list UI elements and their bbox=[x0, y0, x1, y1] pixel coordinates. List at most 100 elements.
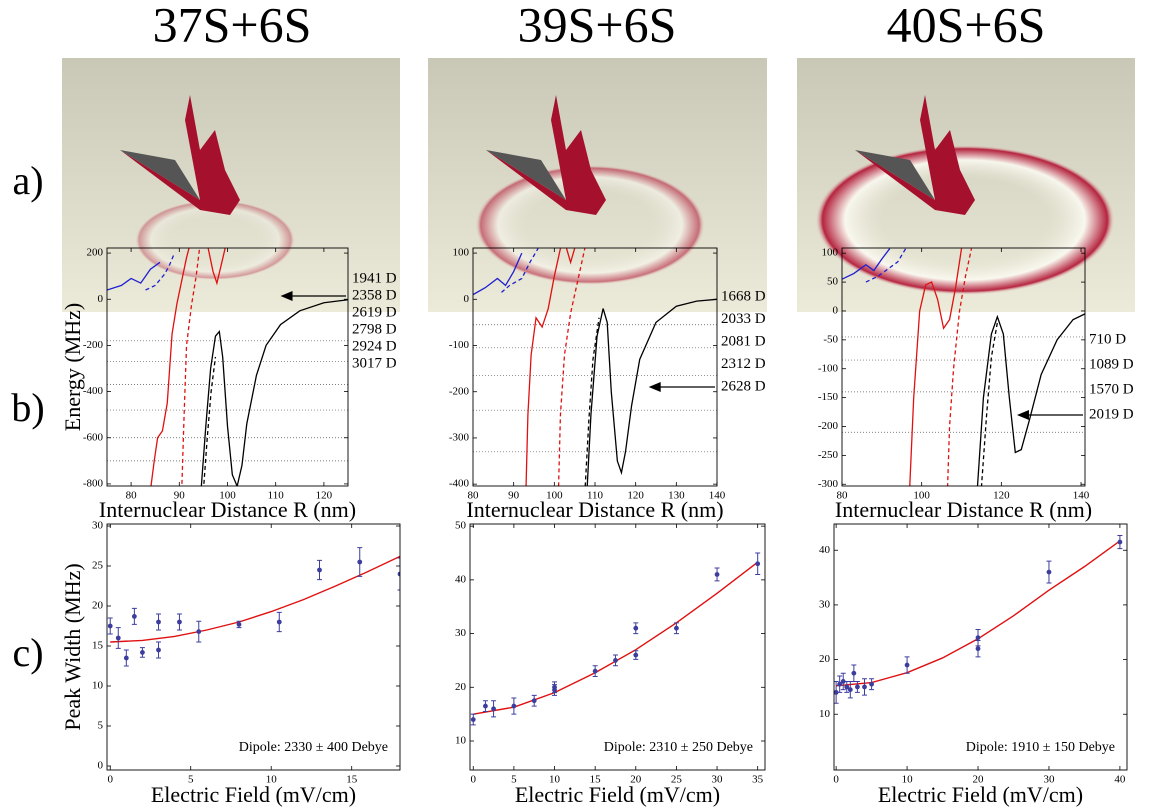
plot-frame bbox=[841, 247, 1086, 487]
y-tick-label: 0 bbox=[98, 293, 104, 305]
error-bar bbox=[397, 557, 400, 591]
data-point bbox=[714, 572, 720, 577]
plot-frame bbox=[472, 247, 718, 487]
data-point bbox=[131, 614, 137, 619]
y-tick-label: 20 bbox=[92, 600, 104, 612]
data-point bbox=[140, 650, 145, 655]
y-tick-label: -200 bbox=[818, 420, 839, 432]
data-point bbox=[196, 629, 202, 634]
level-label: 3017 D bbox=[352, 355, 397, 371]
x-tick-label: 30 bbox=[1043, 774, 1055, 786]
data-point bbox=[633, 652, 639, 658]
x-tick-label: 0 bbox=[471, 774, 477, 786]
render-panel bbox=[428, 58, 767, 312]
level-label: 2081 D bbox=[721, 333, 766, 349]
annotation: Dipole: 2310 ± 250 Debye bbox=[604, 740, 753, 755]
y-tick-label: -400 bbox=[449, 478, 470, 490]
level-label: 2619 D bbox=[352, 304, 397, 320]
level-label: 2924 D bbox=[352, 338, 397, 354]
x-axis-label: Electric Field (mV/cm) bbox=[878, 782, 1083, 807]
x-tick-label: 15 bbox=[346, 774, 358, 786]
potential-curve bbox=[200, 299, 348, 486]
x-tick-label: 0 bbox=[833, 774, 839, 786]
potential-curve bbox=[145, 252, 176, 291]
potential-curve bbox=[150, 248, 226, 486]
row-label: a) bbox=[12, 158, 43, 203]
potential-curve bbox=[557, 248, 586, 486]
data-point bbox=[904, 662, 910, 668]
x-axis-label: Electric Field (mV/cm) bbox=[515, 782, 720, 807]
level-label: 1668 D bbox=[721, 288, 766, 304]
y-tick-label: 15 bbox=[92, 640, 104, 652]
level-label: 710 D bbox=[1089, 331, 1126, 347]
fit-line bbox=[110, 555, 400, 643]
x-tick-label: 10 bbox=[266, 774, 278, 786]
arrow-head bbox=[648, 382, 661, 392]
x-tick-label: 100 bbox=[546, 490, 563, 502]
y-tick-label: 0 bbox=[464, 293, 470, 305]
arrow-head bbox=[1016, 410, 1029, 420]
data-point bbox=[975, 635, 981, 641]
x-tick-label: 110 bbox=[587, 490, 604, 502]
x-tick-label: 100 bbox=[913, 490, 930, 502]
y-tick-label: 0 bbox=[98, 760, 104, 772]
data-point bbox=[491, 706, 496, 712]
data-point bbox=[862, 684, 867, 690]
render-panel bbox=[62, 58, 400, 312]
fit-line bbox=[473, 561, 759, 715]
y-tick-label: -400 bbox=[83, 385, 104, 397]
data-point bbox=[276, 619, 282, 625]
data-point bbox=[115, 635, 121, 641]
y-tick-label: 40 bbox=[455, 573, 467, 585]
x-tick-label: 25 bbox=[671, 774, 683, 786]
potential-curve bbox=[586, 298, 717, 486]
potential-curve bbox=[107, 261, 161, 291]
arrow-head bbox=[280, 291, 293, 301]
data-point bbox=[834, 689, 839, 695]
y-axis-label: Peak Width (MHz) bbox=[60, 563, 85, 730]
x-tick-label: 90 bbox=[508, 490, 520, 502]
data-point bbox=[674, 625, 679, 631]
render-panel bbox=[797, 58, 1135, 312]
data-point bbox=[1117, 539, 1123, 545]
plot-area bbox=[834, 534, 1123, 704]
column-title: 37S+6S bbox=[153, 0, 312, 52]
data-point bbox=[840, 679, 846, 684]
plot-area bbox=[470, 552, 761, 726]
x-tick-label: 140 bbox=[1073, 490, 1090, 502]
x-tick-label: 5 bbox=[511, 774, 517, 786]
x-axis-label: Internuclear Distance R (nm) bbox=[835, 497, 1092, 522]
level-label: 2312 D bbox=[721, 356, 766, 372]
potential-curve bbox=[976, 313, 1085, 486]
data-point bbox=[1046, 569, 1052, 575]
x-tick-label: 90 bbox=[174, 490, 186, 502]
x-tick-label: 110 bbox=[268, 490, 285, 502]
level-label: 2628 D bbox=[721, 378, 766, 394]
x-tick-label: 100 bbox=[219, 490, 236, 502]
potential-curve bbox=[525, 248, 576, 486]
y-tick-label: -300 bbox=[818, 478, 839, 490]
y-tick-label: 100 bbox=[822, 247, 839, 259]
y-tick-label: -50 bbox=[823, 333, 838, 345]
plot-frame bbox=[469, 523, 766, 771]
data-point bbox=[156, 647, 161, 653]
data-point bbox=[869, 681, 875, 687]
y-tick-label: 50 bbox=[455, 520, 467, 532]
data-point bbox=[107, 623, 113, 629]
plot-frame bbox=[833, 523, 1128, 771]
potential-curve bbox=[842, 248, 891, 280]
x-tick-label: 120 bbox=[993, 490, 1010, 502]
data-point bbox=[855, 684, 860, 690]
level-label: 1941 D bbox=[352, 270, 397, 286]
y-tick-label: -300 bbox=[449, 431, 470, 443]
x-axis-label: Internuclear Distance R (nm) bbox=[466, 497, 723, 522]
potential-curve bbox=[980, 322, 999, 486]
potential-curve bbox=[909, 248, 963, 486]
data-point bbox=[531, 698, 537, 704]
level-label: 2033 D bbox=[721, 311, 766, 327]
fit-line bbox=[836, 540, 1121, 687]
y-tick-label: -800 bbox=[83, 477, 104, 489]
x-tick-label: 0 bbox=[107, 774, 113, 786]
plot-frame bbox=[106, 523, 401, 771]
